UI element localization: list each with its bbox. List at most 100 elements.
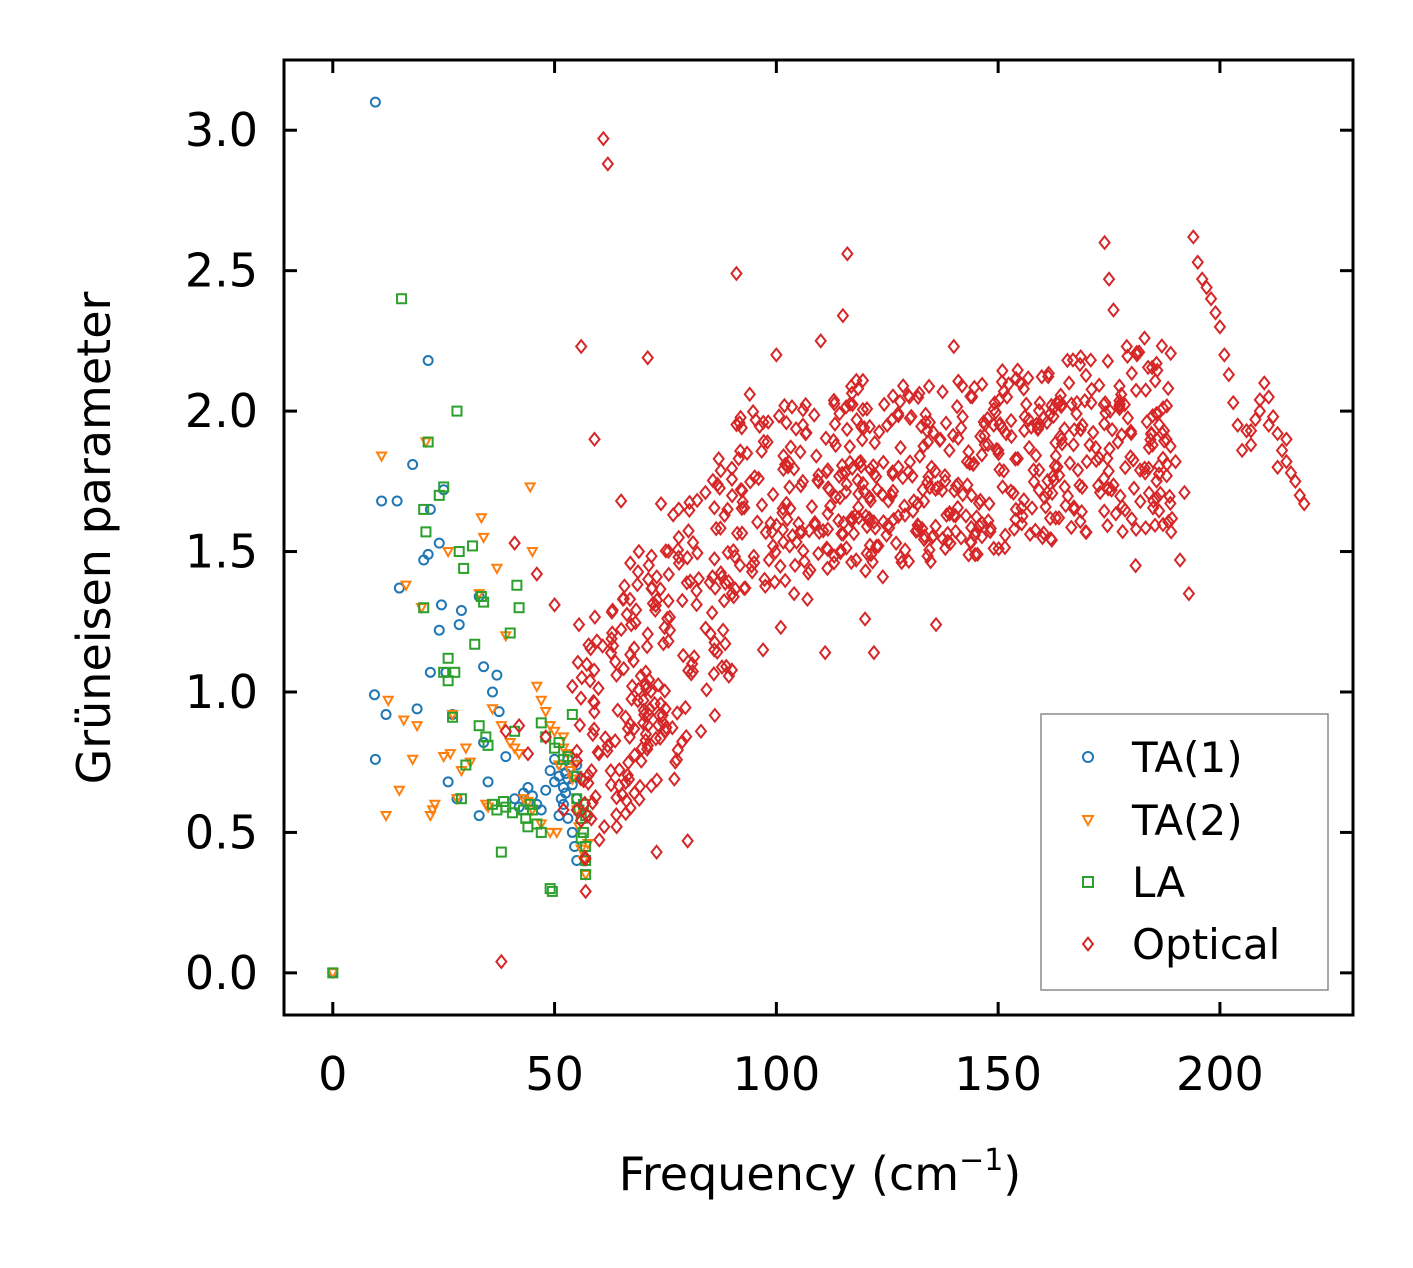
data-point [418,602,430,614]
data-point [759,524,773,541]
data-point [713,480,726,497]
data-point [758,571,771,588]
data-point [1148,517,1162,534]
data-point [601,742,614,759]
data-point [725,460,739,477]
data-point [535,717,547,729]
data-point [1079,367,1093,384]
data-point [530,681,544,693]
data-point [772,408,786,424]
data-point [495,721,508,733]
data-point [618,578,631,594]
data-point [757,414,770,431]
data-point [1086,424,1100,441]
data-point [512,749,526,761]
data-point [766,486,780,503]
data-point [1021,370,1035,386]
data-point [1083,436,1096,453]
data-point [886,483,900,500]
data-point [770,517,783,534]
data-point [375,451,388,463]
data-point [756,642,770,658]
x-axis-title-superscript: −1 [959,1143,1003,1178]
data-point [407,458,419,470]
data-point [794,477,808,494]
data-point [868,434,882,451]
data-point [650,844,663,860]
x-axis-title: Frequency (cm−1) [619,1143,1022,1201]
data-point [780,414,793,431]
data-point [915,418,928,435]
legend-entry: TA(2) [1081,796,1243,845]
data-point [486,704,499,716]
data-point [954,420,968,436]
data-point [1127,452,1140,468]
data-point [1235,442,1249,459]
data-point [637,702,651,719]
data-point [987,540,1001,557]
data-point [941,525,955,542]
data-point [851,472,865,489]
data-point [929,616,943,633]
data-point [872,424,886,440]
data-point [1032,482,1046,498]
data-point [734,409,747,426]
data-point [852,486,865,502]
data-point [708,499,721,516]
data-point [1118,459,1132,476]
axis-ticks: 0 50 100 150 200 0.0 0.5 1.0 1.5 2.0 2.5 3.0 [185,60,1353,1101]
data-point [438,481,450,493]
data-point [807,407,821,423]
data-point [671,541,685,558]
data-point [453,619,465,631]
data-point [410,721,424,733]
data-point [649,730,663,747]
data-point [1114,488,1127,505]
data-point [1162,513,1175,530]
data-point [1097,396,1111,413]
data-point [992,445,1005,462]
data-point [1105,421,1119,438]
data-point [928,463,942,480]
data-point [785,399,799,415]
data-point [621,720,635,737]
data-point [894,439,907,456]
data-point [993,461,1006,478]
data-point [987,401,1001,418]
data-point [570,752,584,769]
data-point [1139,520,1152,536]
legend-label: TA(1) [1131,733,1243,782]
data-point [1152,466,1166,482]
data-point [858,611,872,627]
data-point [821,505,835,522]
data-point [1142,485,1156,501]
data-point [961,477,974,493]
data-point [653,730,667,746]
data-point [580,869,592,881]
data-point [1187,229,1200,245]
data-point [544,765,556,777]
data-point [442,675,454,687]
y-tick-label: 1.0 [185,665,258,719]
data-point [397,715,410,727]
data-point [548,597,561,613]
data-point [641,349,655,366]
data-point [1116,523,1129,540]
data-point [938,467,952,484]
data-point [880,417,894,433]
data-point [887,511,900,528]
data-point [587,693,600,710]
data-point [1165,510,1179,527]
data-point [735,419,749,436]
data-point [624,555,637,571]
data-point [789,420,803,437]
data-point [896,469,910,486]
data-point [1091,477,1105,494]
data-point [644,777,658,794]
data-point [1070,405,1083,422]
data-point [913,448,927,465]
data-point [473,720,485,732]
data-point [586,794,599,811]
data-point [917,493,931,510]
data-point [1067,501,1081,518]
